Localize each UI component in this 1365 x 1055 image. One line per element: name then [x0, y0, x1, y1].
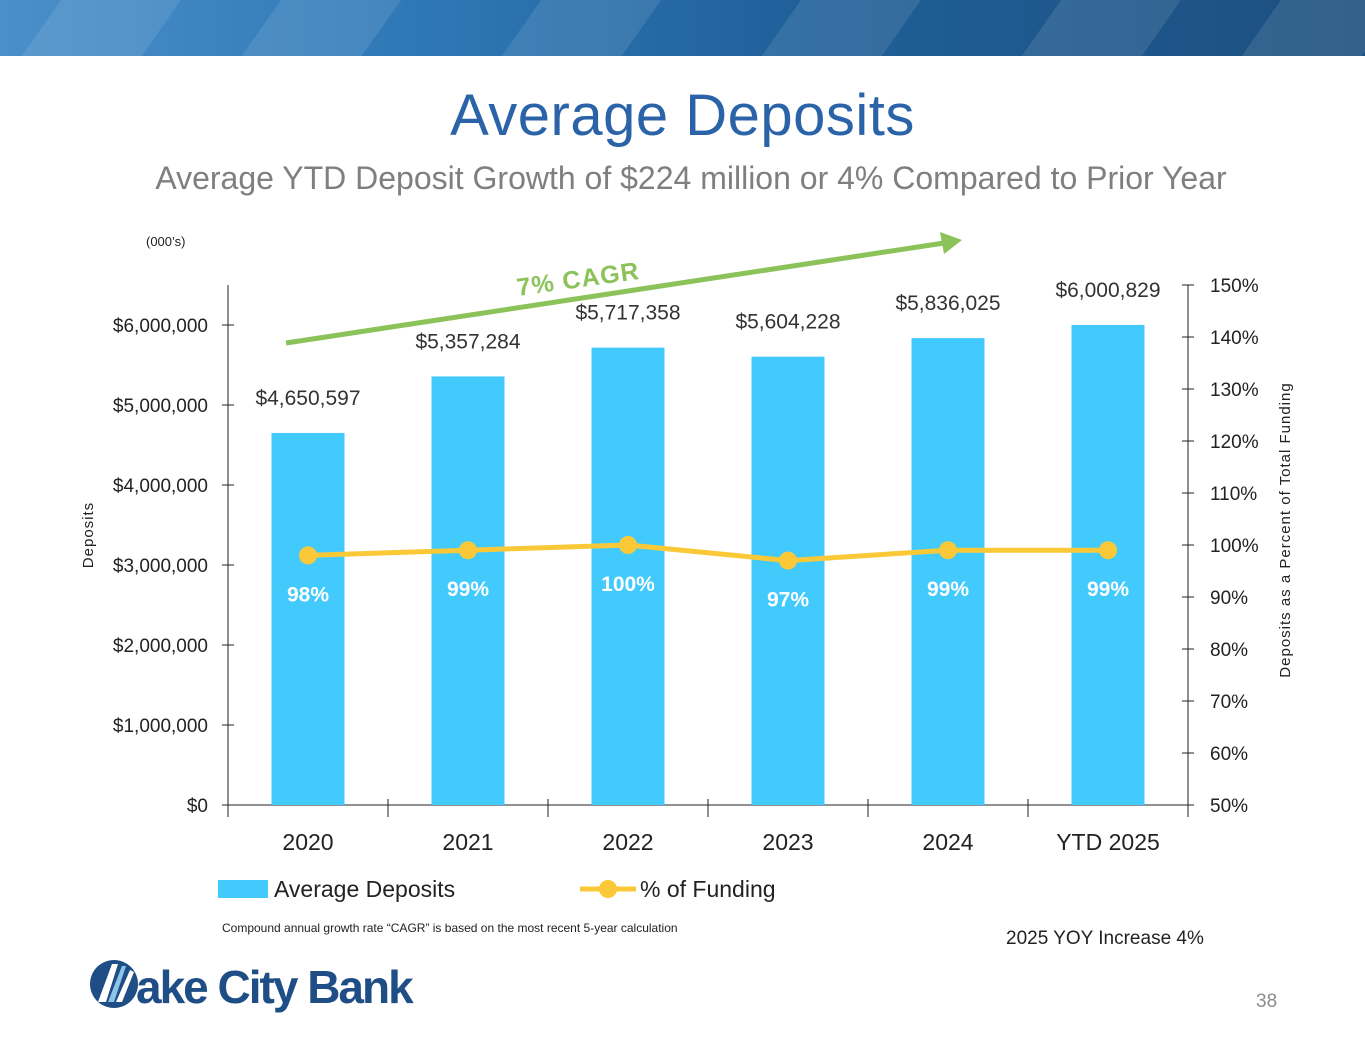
right-axis-tick-label: 80% [1210, 640, 1248, 661]
line-point-percent-of-funding [939, 541, 957, 560]
right-axis-tick-label: 100% [1210, 536, 1259, 557]
cagr-arrow-line [285, 240, 945, 346]
left-axis-tick-label: $6,000,000 [113, 316, 208, 337]
page-number: 38 [1256, 991, 1278, 1012]
line-point-percent-of-funding [299, 546, 317, 565]
right-axis-tick-label: 50% [1210, 796, 1248, 817]
bar-average-deposits [271, 432, 345, 805]
header-banner [0, 0, 1365, 56]
right-axis-tick-label: 110% [1210, 484, 1257, 505]
line-percent-of-funding [307, 542, 1108, 564]
x-axis-tick-label: 2021 [442, 829, 493, 855]
cagr-footnote: Compound annual growth rate “CAGR” is ba… [222, 921, 678, 935]
yoy-increase-note: 2025 YOY Increase 4% [1006, 928, 1204, 949]
x-axis-tick-label: 2022 [602, 829, 653, 855]
bar-value-label: $5,357,284 [415, 330, 520, 353]
bar-value-label: $5,836,025 [895, 292, 1000, 315]
x-axis-tick-label: 2024 [922, 829, 973, 855]
left-axis-title: Deposits [80, 502, 97, 568]
left-axis-tick-label: $4,000,000 [113, 476, 208, 497]
x-axis-tick-label: 2020 [282, 829, 333, 855]
line-point-label: 98% [287, 583, 329, 606]
left-axis-tick-label: $3,000,000 [113, 556, 208, 577]
bar-average-deposits [911, 338, 985, 805]
right-axis-tick-label: 130% [1210, 380, 1259, 401]
legend-label-percent-of-funding: % of Funding [640, 876, 776, 902]
right-axis-tick-label: 120% [1210, 432, 1259, 453]
right-axis-title: Deposits as a Percent of Total Funding [1277, 382, 1294, 677]
line-point-label: 97% [767, 589, 809, 612]
right-axis-tick-label: 60% [1210, 744, 1248, 765]
units-label: (000’s) [146, 234, 186, 249]
bar-average-deposits [431, 376, 505, 805]
line-point-percent-of-funding [779, 551, 797, 570]
page-subtitle: Average YTD Deposit Growth of $224 milli… [155, 160, 1227, 196]
bar-average-deposits [751, 356, 825, 805]
line-point-label: 99% [927, 578, 969, 601]
bar-value-label: $5,604,228 [735, 311, 840, 334]
bar-average-deposits [1071, 324, 1145, 805]
left-axis-tick-label: $1,000,000 [113, 716, 208, 737]
logo-wordmark: ake City Bank [136, 961, 414, 1013]
lake-city-bank-logo: ake City Bank [88, 956, 418, 1018]
legend-swatch-average-deposits [218, 880, 268, 898]
right-axis-tick-label: 150% [1210, 276, 1259, 297]
left-axis-tick-label: $5,000,000 [113, 396, 208, 417]
logo-mark-icon [90, 960, 138, 1008]
bar-average-deposits [591, 347, 665, 805]
line-point-label: 99% [1087, 578, 1129, 601]
page-title: Average Deposits [450, 83, 915, 148]
right-axis-tick-label: 70% [1210, 692, 1248, 713]
bar-value-label: $4,650,597 [255, 387, 360, 410]
line-point-label: 99% [447, 578, 489, 601]
bar-value-label: $6,000,829 [1055, 279, 1160, 302]
left-axis-tick-label: $2,000,000 [113, 636, 208, 657]
cagr-annotation-label: 7% CAGR [515, 257, 641, 302]
cagr-arrow-head-icon [940, 232, 962, 254]
right-axis-tick-label: 140% [1210, 328, 1259, 349]
line-point-percent-of-funding [619, 536, 637, 554]
x-axis-tick-label: 2023 [762, 829, 813, 855]
line-point-label: 100% [601, 573, 655, 596]
line-point-percent-of-funding [1099, 541, 1117, 560]
legend-label-average-deposits: Average Deposits [274, 876, 455, 902]
x-axis-tick-label: YTD 2025 [1056, 829, 1160, 855]
line-point-percent-of-funding [459, 541, 477, 560]
bar-value-label: $5,717,358 [575, 302, 680, 325]
left-axis-tick-label: $0 [187, 796, 208, 817]
legend-marker-percent-of-funding [599, 880, 617, 898]
right-axis-tick-label: 90% [1210, 588, 1248, 609]
